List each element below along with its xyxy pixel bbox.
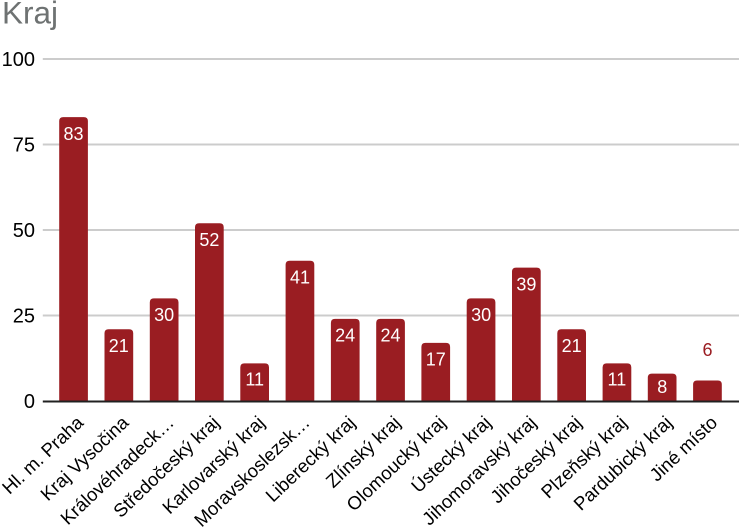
svg-text:21: 21 [109,336,129,356]
svg-text:30: 30 [154,305,174,325]
svg-text:24: 24 [380,326,400,346]
svg-text:8: 8 [657,377,667,397]
svg-text:75: 75 [13,134,35,156]
svg-text:39: 39 [516,274,536,294]
svg-text:52: 52 [199,230,219,250]
svg-text:83: 83 [63,124,83,144]
svg-text:Kraj: Kraj [2,0,58,30]
svg-text:6: 6 [702,340,712,360]
svg-text:17: 17 [426,350,446,370]
svg-text:24: 24 [335,326,355,346]
svg-text:100: 100 [2,49,35,71]
svg-text:0: 0 [24,391,35,413]
svg-text:11: 11 [245,369,264,389]
svg-text:50: 50 [13,220,35,242]
svg-text:25: 25 [13,305,35,327]
svg-text:21: 21 [562,336,582,356]
svg-text:41: 41 [290,268,310,288]
svg-text:11: 11 [608,369,627,389]
svg-text:30: 30 [471,305,491,325]
